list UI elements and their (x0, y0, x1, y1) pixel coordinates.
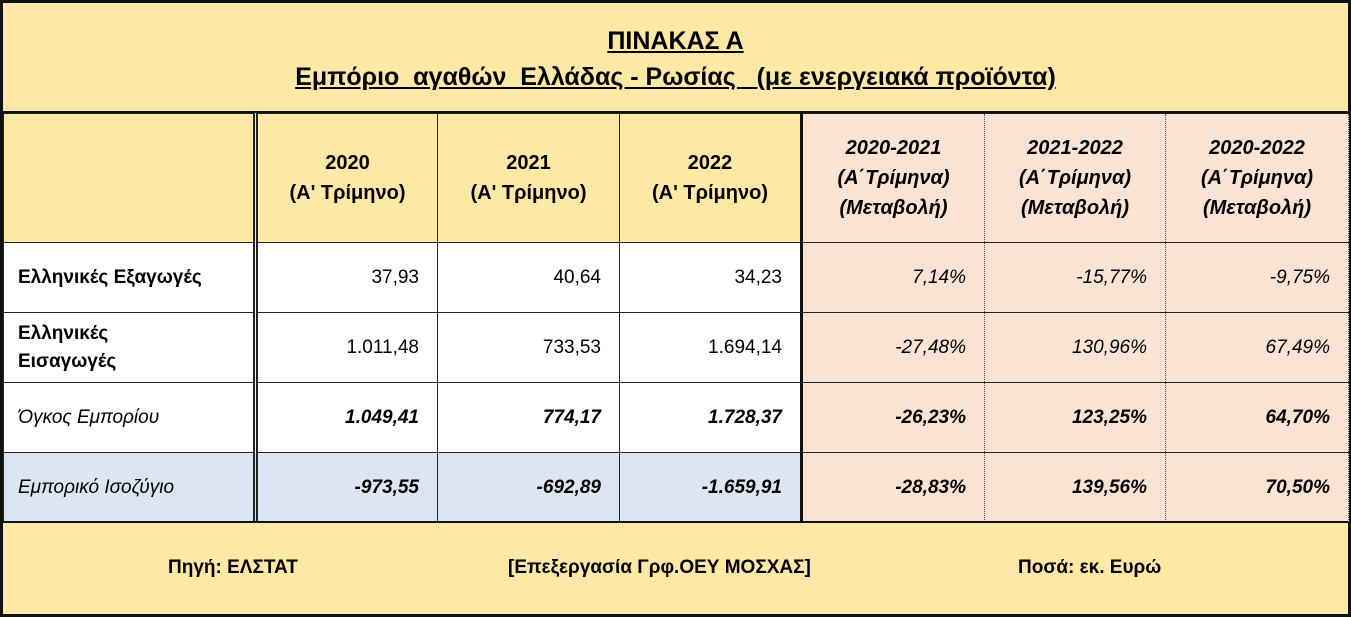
column-header: 2020-2022 (Α΄Τρίμηνα) (Μεταβολή) (1165, 113, 1349, 243)
cell: 40,64 (437, 242, 620, 313)
subtitle: Εμπόριο αγαθών Ελλάδας - Ρωσίας (με ενερ… (295, 63, 1056, 91)
column-header-line: 2020-2022 (1209, 137, 1305, 159)
cell: 123,25% (984, 382, 1166, 453)
column-header-line: (Α' Τρίμηνο) (470, 182, 587, 204)
cell: 34,23 (619, 242, 802, 313)
table-row: Όγκος Εμπορίου 1.049,41 774,17 1.728,37 -26,… (3, 382, 1349, 453)
cell-value: 1.728,37 (708, 406, 782, 428)
row-label: Εμπορικό Ισοζύγιο (3, 452, 258, 523)
cell: 67,49% (1165, 312, 1349, 383)
cell: -28,83% (800, 452, 985, 523)
row-label-text: Ελληνικές Εξαγωγές (18, 266, 202, 288)
cell: -9,75% (1165, 242, 1349, 313)
column-header-line: (Μεταβολή) (839, 197, 948, 219)
cell-value: -973,55 (354, 476, 419, 498)
row-label: Ελληνικές Εξαγωγές (3, 242, 258, 313)
table: 2020 (Α' Τρίμηνο) 2021 (Α' Τρίμηνο) 2022 (Α' … (3, 113, 1349, 523)
cell: 37,93 (255, 242, 438, 313)
cell-value: 1.049,41 (345, 406, 419, 428)
row-label-text: Ελληνικές Εισαγωγές (18, 322, 117, 372)
column-header-line: (Μεταβολή) (1202, 197, 1312, 219)
cell-value: -26,23% (895, 406, 966, 428)
column-header: 2020 (Α' Τρίμηνο) (255, 113, 438, 243)
cell-value: 67,49% (1265, 336, 1330, 358)
footer: Πηγή: ΕΛΣΤΑΤ [Επεξεργασία Γρφ.ΟΕΥ ΜΟΣΧΑΣ… (3, 521, 1348, 614)
header: ΠΙΝΑΚΑΣ Α Εμπόριο αγαθών Ελλάδας - Ρωσία… (3, 3, 1348, 113)
header-row: 2020 (Α' Τρίμηνο) 2021 (Α' Τρίμηνο) 2022 (Α' … (3, 113, 1349, 243)
cell-value: 34,23 (734, 266, 782, 288)
cell: -15,77% (984, 242, 1166, 313)
cell: 1.011,48 (255, 312, 438, 383)
cell-value: -692,89 (536, 476, 601, 498)
table-row: Ελληνικές Εξαγωγές 37,93 40,64 34,23 7,14% -1… (3, 242, 1349, 313)
cell: 7,14% (800, 242, 985, 313)
cell: -973,55 (255, 452, 438, 523)
column-header-line: (Μεταβολή) (1020, 197, 1130, 219)
cell: 1.049,41 (255, 382, 438, 453)
row-label-text: Εμπορικό Ισοζύγιο (18, 476, 175, 498)
column-header-line: 2020 (325, 152, 370, 174)
column-header: 2022 (Α' Τρίμηνο) (619, 113, 802, 243)
cell: -27,48% (800, 312, 985, 383)
column-header: 2021 (Α' Τρίμηνο) (437, 113, 620, 243)
cell-value: 1.011,48 (346, 336, 419, 358)
cell: 733,53 (437, 312, 620, 383)
column-header-line: 2021-2022 (1027, 137, 1123, 159)
cell-value: -28,83% (895, 476, 966, 498)
cell-value: -9,75% (1269, 266, 1330, 288)
corner-cell (3, 113, 258, 243)
cell: 130,96% (984, 312, 1166, 383)
table-row: Ελληνικές Εισαγωγές 1.011,48 733,53 1.694,1… (3, 312, 1349, 383)
column-header-line: 2022 (687, 152, 733, 174)
cell-value: -1.659,91 (701, 476, 782, 498)
processing: [Επεξεργασία Γρφ.ΟΕΥ ΜΟΣΧΑΣ] (508, 557, 811, 578)
cell: 1.728,37 (619, 382, 802, 453)
units: Ποσά: εκ. Ευρώ (1018, 557, 1162, 578)
cell-value: 7,14% (912, 266, 966, 288)
cell-value: 40,64 (553, 266, 601, 288)
cell-value: 64,70% (1265, 406, 1330, 428)
cell-value: 123,25% (1071, 406, 1147, 428)
cell: 139,56% (984, 452, 1166, 523)
column-header: 2020-2021 (Α΄Τρίμηνα) (Μεταβολή) (800, 113, 985, 243)
title: ΠΙΝΑΚΑΣ Α (607, 27, 744, 55)
table-row: Εμπορικό Ισοζύγιο -973,55 -692,89 -1.659,91… (3, 452, 1349, 523)
column-header-line: (Α' Τρίμηνο) (289, 182, 406, 204)
column-header-line: (Α΄Τρίμηνα) (1200, 167, 1314, 189)
row-label-text: Όγκος Εμπορίου (18, 406, 160, 428)
cell-value: 733,53 (542, 336, 601, 358)
row-label: Ελληνικές Εισαγωγές (3, 312, 258, 383)
cell-value: 774,17 (542, 406, 601, 428)
cell-value: 130,96% (1071, 336, 1147, 358)
source: Πηγή: ΕΛΣΤΑΤ (168, 557, 298, 578)
cell-value: 70,50% (1265, 476, 1330, 498)
column-header-line: 2021 (506, 152, 551, 174)
column-header: 2021-2022 (Α΄Τρίμηνα) (Μεταβολή) (984, 113, 1166, 243)
cell-value: 1.694,14 (708, 336, 782, 358)
cell: -1.659,91 (619, 452, 802, 523)
cell: 774,17 (437, 382, 620, 453)
cell: 64,70% (1165, 382, 1349, 453)
column-header-line: 2020-2021 (845, 137, 942, 159)
cell: 70,50% (1165, 452, 1349, 523)
row-label: Όγκος Εμπορίου (3, 382, 258, 453)
cell-value: -15,77% (1076, 266, 1147, 288)
cell: -692,89 (437, 452, 620, 523)
cell: 1.694,14 (619, 312, 802, 383)
cell-value: -27,48% (895, 336, 966, 358)
cell-value: 37,93 (371, 266, 419, 288)
cell: -26,23% (800, 382, 985, 453)
column-header-line: (Α΄Τρίμηνα) (1018, 167, 1132, 189)
column-header-line: (Α' Τρίμηνο) (651, 182, 768, 204)
column-header-line: (Α΄Τρίμηνα) (837, 167, 950, 189)
cell-value: 139,56% (1071, 476, 1147, 498)
